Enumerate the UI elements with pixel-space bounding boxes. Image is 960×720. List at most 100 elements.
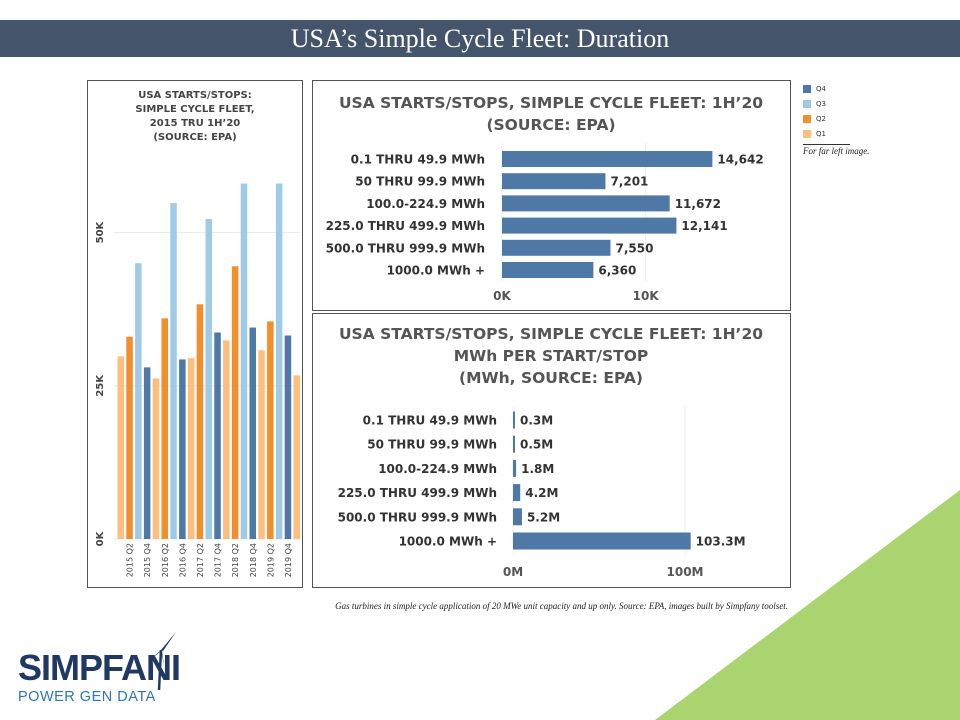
value-label: 0.3M <box>520 414 553 428</box>
value-label: 14,642 <box>717 153 763 167</box>
starts-chart-panel: USA STARTS/STOPS, SIMPLE CYCLE FLEET: 1H… <box>312 80 791 311</box>
value-label: 12,141 <box>681 219 727 233</box>
logo-tagline: POWER GEN DATA <box>18 689 156 705</box>
x-tick-label: 2017 Q2 <box>196 543 205 577</box>
category-label: 500.0 THRU 999.9 MWh <box>326 241 485 255</box>
bar-2019-q3 <box>275 183 283 540</box>
bar-2019-q2 <box>267 321 274 539</box>
bar-4 <box>502 239 611 256</box>
bar-2 <box>502 195 670 212</box>
y-tick-label: 25K <box>95 374 106 397</box>
category-label: 1000.0 MWh + <box>399 535 497 549</box>
category-label: 50 THRU 99.9 MWh <box>367 438 497 452</box>
bar-2017-q2 <box>196 304 204 539</box>
x-tick-label: 2018 Q2 <box>231 543 240 577</box>
x-tick-label: 0K <box>493 289 511 303</box>
bar-2016-q4 <box>179 359 186 539</box>
value-label: 7,550 <box>615 241 653 255</box>
legend-item-q2: Q2 <box>800 114 900 129</box>
legend-label-q2: Q2 <box>816 115 826 123</box>
x-tick-label: 100M <box>667 565 704 579</box>
x-tick-label: 2016 Q4 <box>178 543 187 577</box>
source-footnote: Gas turbines in simple cycle application… <box>335 601 788 611</box>
category-label: 0.1 THRU 49.9 MWh <box>351 153 485 167</box>
bar-2015-q3 <box>135 263 142 539</box>
chart-title-line: (MWh, SOURCE: EPA) <box>459 369 643 387</box>
bar-2020-q1 <box>293 375 300 539</box>
bar-0 <box>513 411 515 429</box>
legend-note: For far left image. <box>803 146 870 156</box>
y-tick-label: 50K <box>95 220 106 243</box>
bar-2018-q1 <box>223 340 230 539</box>
bar-2016-q2 <box>161 318 168 539</box>
wind-turbine-icon <box>150 632 176 691</box>
legend-item-q4: Q4 <box>800 84 900 99</box>
chart-legend: Q4 Q3 Q2 Q1 <box>800 84 900 144</box>
starts-bar-chart: USA STARTS/STOPS, SIMPLE CYCLE FLEET: 1H… <box>326 94 764 303</box>
legend-swatch-q2 <box>803 115 811 123</box>
x-tick-label: 2015 Q4 <box>143 543 152 577</box>
quarterly-chart-panel: USA STARTS/STOPS: SIMPLE CYCLE FLEET, 2015… <box>87 80 303 588</box>
x-tick-label: 2015 Q2 <box>126 543 135 577</box>
value-label: 5.2M <box>527 510 560 524</box>
bar-2016-q3 <box>170 203 177 539</box>
x-tick-label: 2017 Q4 <box>214 543 223 577</box>
bar-3 <box>502 217 677 234</box>
chart-title-line: USA STARTS/STOPS, SIMPLE CYCLE FLEET: 1H… <box>339 325 763 343</box>
category-label: 100.0-224.9 MWh <box>366 197 485 211</box>
value-label: 7,201 <box>610 175 648 189</box>
legend-swatch-q3 <box>803 100 811 108</box>
quarterly-bar-chart: USA STARTS/STOPS: SIMPLE CYCLE FLEET, 2015… <box>95 90 302 577</box>
bar-2 <box>513 459 517 477</box>
bar-2019-q4 <box>284 335 292 539</box>
x-tick-label: 10K <box>633 289 660 303</box>
value-label: 11,672 <box>675 197 721 211</box>
bar-5 <box>502 262 594 278</box>
value-label: 1.8M <box>521 462 554 476</box>
legend-swatch-q4 <box>803 85 811 93</box>
chart-title-line: USA STARTS/STOPS, SIMPLE CYCLE FLEET: 1H… <box>339 94 763 112</box>
category-label: 100.0-224.9 MWh <box>378 462 497 476</box>
category-label: 225.0 THRU 499.9 MWh <box>338 486 497 500</box>
bar-2017-q1 <box>187 358 195 539</box>
bar-2018-q3 <box>240 183 248 540</box>
bar-4 <box>513 508 522 526</box>
x-tick-label: 2019 Q4 <box>284 543 293 577</box>
y-tick-label: 0K <box>95 530 106 546</box>
bar-3 <box>513 484 521 502</box>
bar-2016-q1 <box>152 378 160 539</box>
bar-2019-q1 <box>258 350 265 539</box>
bar-2015-q4 <box>143 367 151 539</box>
bar-2015-q2 <box>126 336 133 539</box>
x-tick-label: 2016 Q2 <box>161 543 170 577</box>
x-tick-label: 2019 Q2 <box>266 543 275 577</box>
slide-title: USA’s Simple Cycle Fleet: Duration <box>0 20 960 57</box>
chart-title-line: USA STARTS/STOPS: <box>138 90 252 101</box>
x-tick-label: 0M <box>503 565 523 579</box>
mwh-chart-panel: USA STARTS/STOPS, SIMPLE CYCLE FLEET: 1H… <box>312 313 791 588</box>
legend-label-q3: Q3 <box>816 100 826 108</box>
bar-2018-q4 <box>249 327 256 539</box>
value-label: 103.3M <box>696 535 746 549</box>
legend-item-q1: Q1 <box>800 129 900 144</box>
x-tick-label: 2018 Q4 <box>249 543 258 577</box>
bar-2017-q4 <box>214 332 221 539</box>
legend-item-q3: Q3 <box>800 99 900 114</box>
category-label: 0.1 THRU 49.9 MWh <box>363 414 497 428</box>
chart-title-line: SIMPLE CYCLE FLEET, <box>135 104 254 115</box>
category-label: 225.0 THRU 499.9 MWh <box>326 219 485 233</box>
bar-2015-q1 <box>117 356 124 539</box>
chart-title-line: (SOURCE: EPA) <box>486 116 615 134</box>
legend-label-q4: Q4 <box>816 85 826 93</box>
bar-1 <box>502 173 606 190</box>
mwh-bar-chart: USA STARTS/STOPS, SIMPLE CYCLE FLEET: 1H… <box>338 325 764 579</box>
bar-5 <box>513 532 691 550</box>
legend-label-q1: Q1 <box>816 130 826 138</box>
chart-title-line: (SOURCE: EPA) <box>153 132 236 143</box>
chart-title-line: MWh PER START/STOP <box>454 347 649 365</box>
bar-1 <box>513 435 515 453</box>
value-label: 4.2M <box>525 486 558 500</box>
logo-wordmark: SIMPFANI <box>18 647 181 688</box>
bar-2018-q2 <box>231 266 239 539</box>
